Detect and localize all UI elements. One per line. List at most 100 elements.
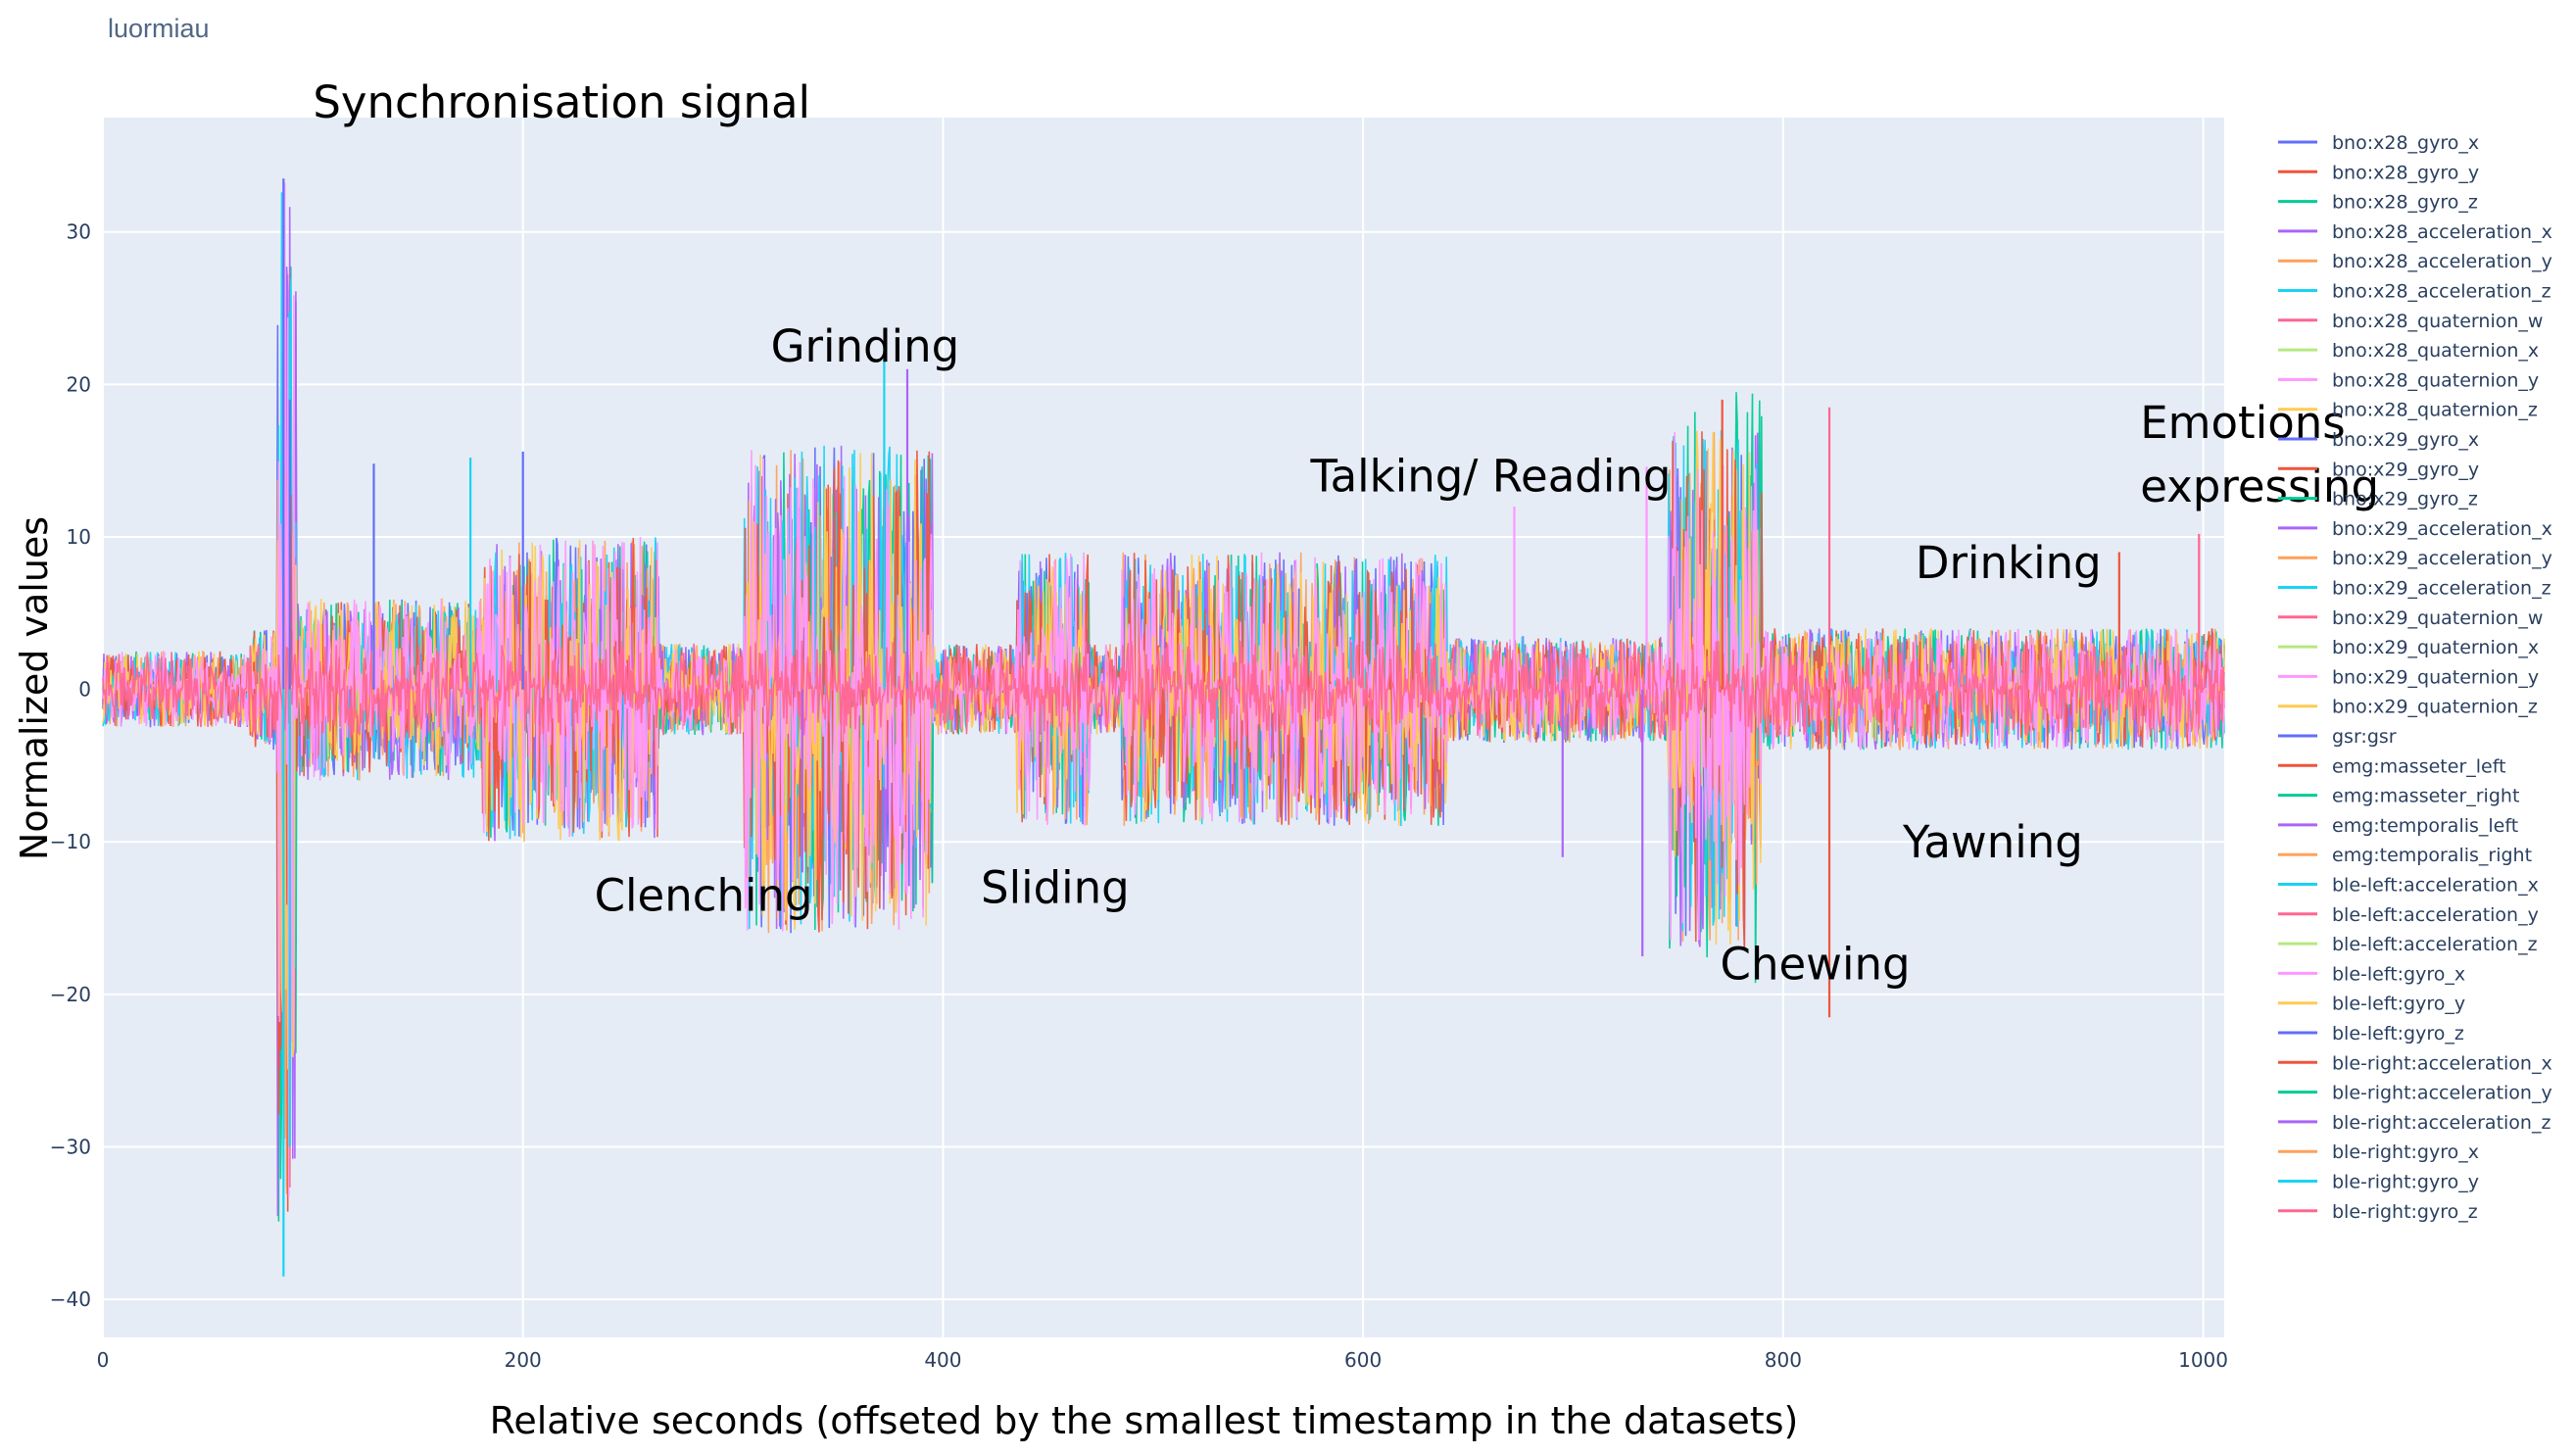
legend-item[interactable]: emg:masseter_left [2278, 755, 2506, 777]
annotation-label: Yawning [1902, 816, 2083, 868]
annotation-label: Emotions [2140, 397, 2345, 449]
y-tick-label: 20 [67, 372, 91, 396]
legend-item[interactable]: bno:x28_quaternion_x [2278, 340, 2539, 362]
legend-label: ble-left:acceleration_x [2332, 875, 2539, 897]
legend-label: bno:x28_quaternion_x [2332, 340, 2539, 362]
legend-label: gsr:gsr [2332, 726, 2397, 748]
legend-label: bno:x29_quaternion_w [2332, 607, 2543, 629]
x-tick-label: 600 [1344, 1348, 1382, 1372]
legend-item[interactable]: ble-right:acceleration_x [2278, 1052, 2552, 1074]
x-tick-labels: 0 200 400 600 800 1000 [97, 1348, 2228, 1372]
legend-item[interactable]: emg:masseter_right [2278, 786, 2519, 807]
legend-label: bno:x29_gyro_y [2332, 459, 2479, 480]
legend-item[interactable]: ble-left:gyro_y [2278, 994, 2465, 1015]
legend-item[interactable]: ble-left:gyro_x [2278, 963, 2465, 985]
legend-label: ble-right:gyro_z [2332, 1201, 2478, 1223]
annotation-label: Synchronisation signal [313, 76, 810, 128]
legend-label: bno:x28_quaternion_w [2332, 311, 2543, 332]
legend-item[interactable]: bno:x29_quaternion_z [2278, 697, 2538, 718]
legend-item[interactable]: emg:temporalis_left [2278, 815, 2518, 837]
annotation-label: Clenching [595, 869, 813, 921]
legend-label: bno:x29_acceleration_y [2332, 548, 2552, 569]
legend-label: ble-left:acceleration_z [2332, 934, 2538, 955]
y-tick-label: −30 [50, 1135, 91, 1158]
legend-label: bno:x29_quaternion_y [2332, 666, 2539, 688]
legend-item[interactable]: ble-left:acceleration_z [2278, 934, 2538, 955]
y-tick-label: −40 [50, 1287, 91, 1311]
legend-item[interactable]: bno:x28_gyro_x [2278, 132, 2479, 154]
annotation-label: Chewing [1721, 938, 1911, 990]
legend-label: ble-right:acceleration_x [2332, 1052, 2552, 1074]
legend-item[interactable]: bno:x29_acceleration_z [2278, 578, 2551, 600]
legend-label: bno:x29_quaternion_x [2332, 637, 2539, 658]
x-tick-label: 200 [505, 1348, 542, 1372]
legend-item[interactable]: ble-right:acceleration_z [2278, 1112, 2551, 1134]
legend-label: bno:x29_acceleration_z [2332, 578, 2551, 600]
legend-item[interactable]: ble-left:acceleration_x [2278, 875, 2539, 897]
legend-label: ble-right:acceleration_z [2332, 1112, 2551, 1134]
legend-label: ble-right:gyro_x [2332, 1141, 2479, 1163]
legend-item[interactable]: bno:x28_gyro_y [2278, 162, 2479, 183]
legend-item[interactable]: bno:x29_gyro_z [2278, 489, 2478, 510]
legend-label: ble-left:gyro_x [2332, 963, 2465, 985]
y-tick-label: 10 [67, 525, 91, 549]
legend-label: ble-right:acceleration_y [2332, 1083, 2552, 1104]
legend-label: ble-left:acceleration_y [2332, 904, 2539, 926]
legend-item[interactable]: ble-left:gyro_z [2278, 1023, 2464, 1044]
legend-label: emg:temporalis_right [2332, 845, 2532, 866]
x-tick-label: 400 [924, 1348, 961, 1372]
y-tick-label: −10 [50, 830, 91, 853]
legend-item[interactable]: ble-left:acceleration_y [2278, 904, 2539, 926]
legend-label: ble-right:gyro_y [2332, 1172, 2479, 1193]
legend-item[interactable]: bno:x28_quaternion_z [2278, 400, 2538, 421]
header-title: luormiau [108, 14, 210, 43]
legend-label: bno:x29_acceleration_x [2332, 518, 2552, 540]
legend-label: bno:x29_quaternion_z [2332, 697, 2538, 718]
legend-label: bno:x28_gyro_y [2332, 162, 2479, 183]
legend-item[interactable]: gsr:gsr [2278, 726, 2397, 748]
legend-label: bno:x28_acceleration_z [2332, 281, 2551, 303]
annotation-label: Sliding [981, 861, 1130, 913]
annotation-label: Talking/ Reading [1310, 450, 1672, 502]
legend-item[interactable]: bno:x29_acceleration_x [2278, 518, 2552, 540]
legend-item[interactable]: bno:x28_quaternion_y [2278, 369, 2539, 391]
legend-item[interactable]: ble-right:acceleration_y [2278, 1083, 2552, 1104]
legend-item[interactable]: bno:x29_acceleration_y [2278, 548, 2552, 569]
legend-item[interactable]: bno:x28_acceleration_z [2278, 281, 2551, 303]
legend-item[interactable]: bno:x28_acceleration_y [2278, 251, 2552, 272]
legend-item[interactable]: bno:x29_gyro_y [2278, 459, 2479, 480]
legend-item[interactable]: bno:x29_quaternion_w [2278, 607, 2543, 629]
y-tick-labels: −40 −30 −20 −10 0 10 20 30 [50, 220, 91, 1311]
legend-item[interactable]: bno:x29_quaternion_x [2278, 637, 2539, 658]
y-tick-label: 0 [78, 678, 91, 702]
annotation-label: expressing [2140, 461, 2379, 512]
legend-item[interactable]: bno:x29_quaternion_y [2278, 666, 2539, 688]
traces [102, 178, 2225, 1277]
legend-item[interactable]: ble-right:gyro_y [2278, 1172, 2479, 1193]
legend-item[interactable]: bno:x29_gyro_x [2278, 429, 2479, 451]
legend-label: bno:x29_gyro_x [2332, 429, 2479, 451]
legend-label: bno:x28_acceleration_y [2332, 251, 2552, 272]
legend-item[interactable]: bno:x28_quaternion_w [2278, 311, 2543, 332]
legend-item[interactable]: ble-right:gyro_x [2278, 1141, 2479, 1163]
legend-item[interactable]: emg:temporalis_right [2278, 845, 2532, 866]
x-tick-label: 0 [97, 1348, 110, 1372]
legend-item[interactable]: bno:x28_gyro_z [2278, 192, 2478, 214]
legend-label: emg:temporalis_left [2332, 815, 2518, 837]
legend[interactable]: bno:x28_gyro_x bno:x28_gyro_y bno:x28_gyro… [2278, 132, 2552, 1223]
legend-label: bno:x28_quaternion_z [2332, 400, 2538, 421]
x-tick-label: 1000 [2178, 1348, 2228, 1372]
legend-label: ble-left:gyro_z [2332, 1023, 2464, 1044]
legend-label: bno:x28_acceleration_x [2332, 221, 2552, 243]
annotation-label: Grinding [771, 320, 960, 372]
legend-label: emg:masseter_left [2332, 755, 2506, 777]
y-tick-label: 30 [67, 220, 91, 244]
x-tick-label: 800 [1765, 1348, 1802, 1372]
annotations: Synchronisation signal Grinding Talking/ R… [313, 76, 2379, 990]
legend-label: bno:x28_quaternion_y [2332, 369, 2539, 391]
x-axis-title: Relative seconds (offseted by the smalle… [490, 1399, 1799, 1442]
series-trace [102, 640, 2225, 740]
legend-item[interactable]: ble-right:gyro_z [2278, 1201, 2478, 1223]
legend-item[interactable]: bno:x28_acceleration_x [2278, 221, 2552, 243]
